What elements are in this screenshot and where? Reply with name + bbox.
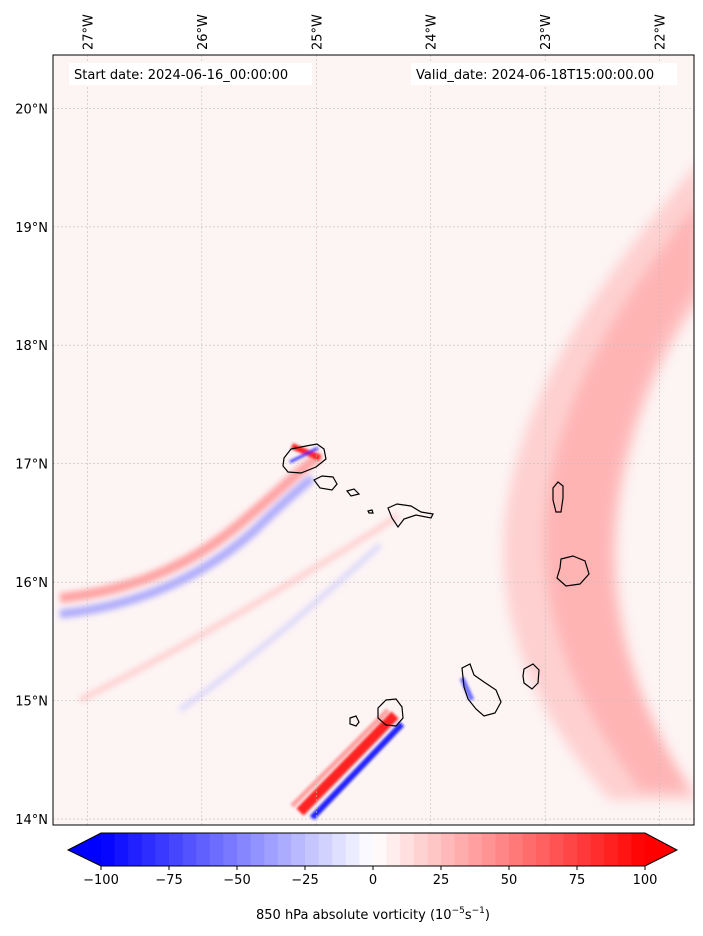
colorbar-cell xyxy=(522,833,537,866)
colorbar-tick-label: 75 xyxy=(569,873,586,888)
colorbar-cell xyxy=(400,833,415,866)
colorbar-cell xyxy=(563,833,578,866)
colorbar-cell xyxy=(318,833,333,866)
colorbar-cell xyxy=(291,833,306,866)
colorbar-title-text: 850 hPa absolute vorticity (10 xyxy=(256,908,452,923)
colorbar-cell xyxy=(373,833,388,866)
start-date-box xyxy=(69,63,312,85)
island-santo-antao xyxy=(282,443,327,474)
colorbar-cell xyxy=(359,833,374,866)
colorbar-cell xyxy=(101,833,116,866)
colorbar-cell xyxy=(413,833,428,866)
colorbar-cell xyxy=(114,833,129,866)
colorbar-title: 850 hPa absolute vorticity (10−5s−1) xyxy=(256,906,490,923)
latitude-label: 14°N xyxy=(15,813,48,828)
colorbar-cell xyxy=(209,833,224,866)
island-sal xyxy=(552,481,564,513)
colorbar-cell xyxy=(604,833,619,866)
colorbar-cell xyxy=(141,833,156,866)
island-boa-vista xyxy=(556,555,590,587)
colorbar-cell xyxy=(277,833,292,866)
colorbar-tick-label: 100 xyxy=(633,873,658,888)
island-fogo xyxy=(377,698,404,727)
latitude-labels: 20°N 19°N 18°N 17°N 16°N 15°N 14°N xyxy=(15,102,48,828)
island-sao-nicolau xyxy=(387,503,434,529)
colorbar-title-close: ) xyxy=(485,908,490,923)
colorbar-ticks: −100 −75 −50 −25 0 25 50 75 100 xyxy=(83,866,657,888)
longitude-label: 23°W xyxy=(539,14,554,50)
colorbar-cell xyxy=(495,833,510,866)
valid-date-box xyxy=(411,63,677,85)
colorbar-cell xyxy=(332,833,347,866)
colorbar-cell xyxy=(128,833,143,866)
start-date-label: Start date: 2024-06-16_00:00:00 xyxy=(74,68,288,83)
colorbar-cell xyxy=(223,833,238,866)
colorbar-cell xyxy=(536,833,551,866)
latitude-label: 17°N xyxy=(15,458,48,473)
colorbar-cell xyxy=(305,833,320,866)
island-sao-vicente xyxy=(313,475,338,491)
colorbar-cell xyxy=(169,833,184,866)
colorbar: −100 −75 −50 −25 0 25 50 75 100 850 hPa absolute… xyxy=(66,832,679,923)
colorbar-tick-label: 50 xyxy=(501,873,518,888)
colorbar-cell xyxy=(237,833,252,866)
colorbar-cell xyxy=(250,833,265,866)
colorbar-extend-min xyxy=(68,833,101,866)
longitude-label: 24°W xyxy=(425,14,440,50)
colorbar-cell xyxy=(631,833,646,866)
colorbar-tick-label: −75 xyxy=(155,873,182,888)
island-brava xyxy=(349,715,360,727)
coastlines xyxy=(282,443,590,727)
latitude-label: 15°N xyxy=(15,695,48,710)
colorbar-tick-label: −25 xyxy=(291,873,318,888)
colorbar-cell xyxy=(155,833,170,866)
map-frame xyxy=(52,54,695,826)
colorbar-title-exp1: −5 xyxy=(452,906,465,916)
colorbar-tick-label: −50 xyxy=(223,873,250,888)
longitude-labels: 27°W 26°W 25°W 24°W 23°W 22°W xyxy=(81,14,668,50)
colorbar-title-unit: s xyxy=(465,908,472,923)
colorbar-cell xyxy=(509,833,524,866)
colorbar-cells xyxy=(101,833,646,866)
colorbar-cell xyxy=(549,833,564,866)
island-santa-luzia xyxy=(345,488,361,497)
colorbar-extend-max xyxy=(645,833,677,866)
island-branco xyxy=(367,509,374,514)
longitude-label: 26°W xyxy=(196,14,211,50)
latitude-label: 20°N xyxy=(15,102,48,117)
colorbar-cell xyxy=(182,833,197,866)
island-santiago xyxy=(461,663,502,717)
map-panel: Start date: 2024-06-16_00:00:00 Valid_da… xyxy=(53,55,694,825)
latitude-label: 16°N xyxy=(15,576,48,591)
colorbar-cell xyxy=(345,833,360,866)
longitude-label: 25°W xyxy=(310,14,325,50)
colorbar-title-exp2: −1 xyxy=(472,906,485,916)
colorbar-cell xyxy=(481,833,496,866)
colorbar-cell xyxy=(454,833,469,866)
longitude-label: 27°W xyxy=(81,14,96,50)
colorbar-cell xyxy=(590,833,605,866)
vorticity-wake-north xyxy=(59,451,400,713)
colorbar-cell xyxy=(264,833,279,866)
colorbar-tick-label: 25 xyxy=(433,873,450,888)
vorticity-wake-fogo xyxy=(289,443,475,821)
longitude-label: 22°W xyxy=(654,14,669,50)
latitude-label: 19°N xyxy=(15,221,48,236)
colorbar-tick-label: 0 xyxy=(369,873,377,888)
colorbar-cell xyxy=(468,833,483,866)
island-maio xyxy=(522,663,540,690)
colorbar-cell xyxy=(196,833,211,866)
colorbar-cell xyxy=(386,833,401,866)
colorbar-tick-label: −100 xyxy=(83,873,119,888)
valid-date-label: Valid_date: 2024-06-18T15:00:00.00 xyxy=(416,68,654,83)
colorbar-cell xyxy=(427,833,442,866)
colorbar-cell xyxy=(577,833,592,866)
vorticity-arc-east xyxy=(503,167,694,800)
colorbar-cell xyxy=(617,833,632,866)
gridlines xyxy=(53,55,694,825)
latitude-label: 18°N xyxy=(15,339,48,354)
colorbar-cell xyxy=(441,833,456,866)
